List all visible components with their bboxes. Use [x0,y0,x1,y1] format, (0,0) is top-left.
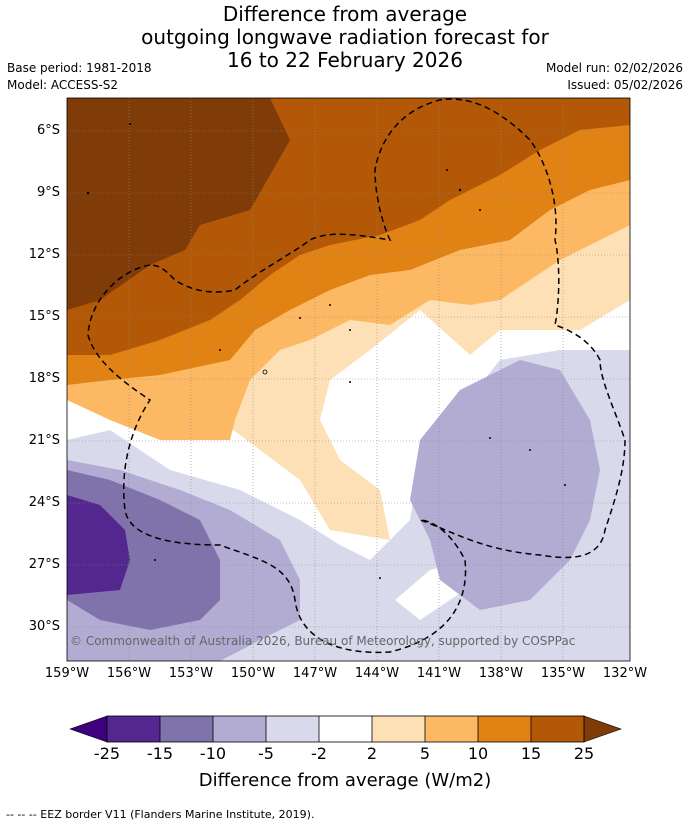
lat-label: 27°S [28,557,60,572]
lon-label: 153°W [168,666,214,681]
lat-label: 18°S [28,371,60,386]
map-frame [66,97,631,662]
colorbar-bin-4 [266,716,319,742]
colorbar-tick: -5 [258,744,274,763]
lon-label: 147°W [292,666,338,681]
title-line-1: Difference from average [222,2,468,26]
copyright-notice: © Commonwealth of Australia 2026, Bureau… [70,634,576,648]
colorbar-tick: -25 [93,744,121,763]
lon-label: 144°W [354,666,400,681]
base-period: Base period: 1981-2018 [7,61,152,75]
colorbar-tick: 5 [419,744,431,763]
colorbar-tick: 10 [467,744,489,763]
colorbar-min-arrow [69,715,108,743]
lat-label: 24°S [28,495,60,510]
colorbar-bin-2 [160,716,213,742]
region-minus-15 [67,495,130,595]
lat-label: 30°S [28,619,60,634]
islands [86,123,566,579]
colorbar-tick: -15 [146,744,174,763]
lon-label: 135°W [540,666,586,681]
colorbar-tick: -10 [199,744,227,763]
region-plus-25 [67,98,290,310]
lon-label: 159°W [44,666,90,681]
eez-border [87,98,626,654]
lat-label: 21°S [28,433,60,448]
lon-label: 141°W [416,666,462,681]
colorbar-tick: -2 [311,744,327,763]
colorbar-max-arrow [583,715,622,743]
eez-legend-note: -- -- -- EEZ border V11 (Flanders Marine… [6,808,315,821]
title-line-2: outgoing longwave radiation forecast for [141,25,549,49]
colorbar-bin-3 [213,716,266,742]
colorbar-tick: 25 [573,744,595,763]
colorbar-tick: 15 [520,744,542,763]
colorbar-bin-8 [478,716,531,742]
lon-label: 132°W [602,666,648,681]
lon-label: 138°W [478,666,524,681]
colorbar-bin-9 [531,716,584,742]
colorbar-bin-1 [107,716,160,742]
lon-label: 156°W [106,666,152,681]
lat-label: 6°S [36,123,60,138]
lon-label: 150°W [230,666,276,681]
colorbar-tick: 2 [366,744,378,763]
colorbar [69,715,622,743]
model-run: Model run: 02/02/2026 [545,61,683,75]
model-name: Model: ACCESS-S2 [7,78,119,92]
colorbar-bin-7 [425,716,478,742]
lat-label: 15°S [28,309,60,324]
colorbar-bin-5 [319,716,372,742]
title-line-3: 16 to 22 February 2026 [227,48,463,72]
map-fill-layer [67,98,630,661]
issued-date: Issued: 05/02/2026 [567,78,683,92]
colorbar-title: Difference from average (W/m2) [198,770,492,791]
lat-label: 12°S [28,247,60,262]
lat-label: 9°S [36,185,60,200]
colorbar-bin-6 [372,716,425,742]
